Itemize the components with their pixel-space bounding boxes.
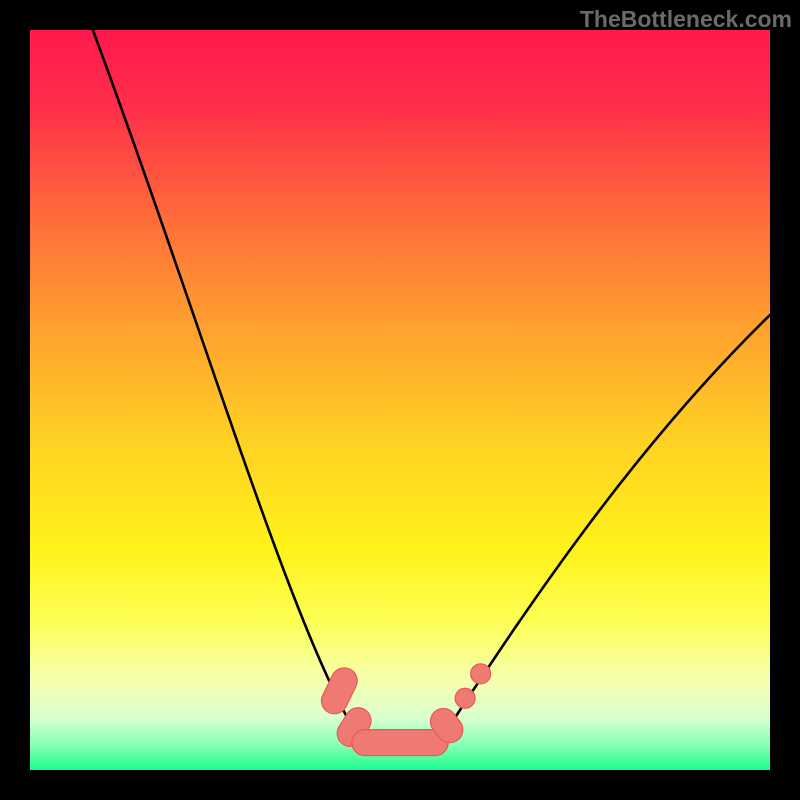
marker-capsule (352, 730, 448, 756)
chart-frame: TheBottleneck.com (0, 0, 800, 800)
marker-dot (455, 688, 475, 708)
marker-dot (471, 664, 491, 684)
plot-area (30, 30, 770, 770)
watermark-label: TheBottleneck.com (580, 6, 792, 33)
plot-svg (30, 30, 770, 770)
